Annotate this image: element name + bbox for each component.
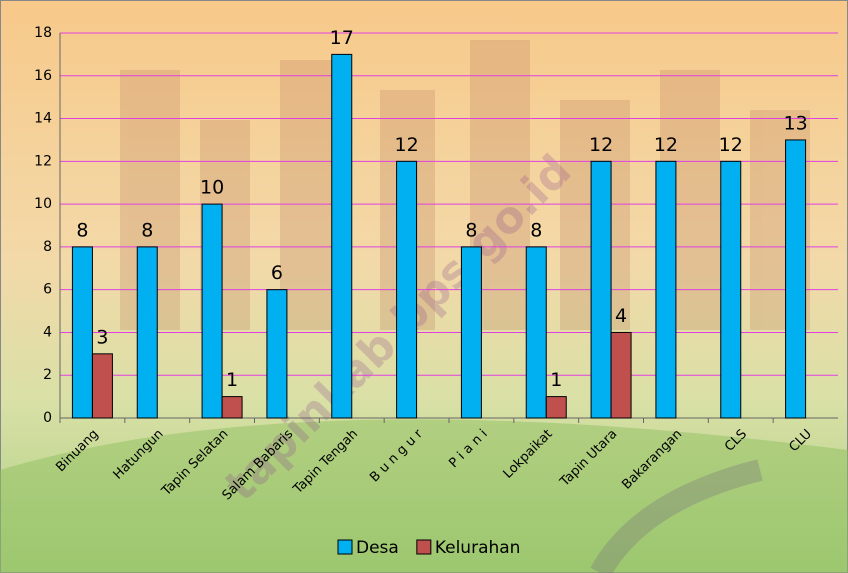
data-label: 4 [615, 305, 627, 327]
y-tick-label: 16 [34, 68, 52, 84]
bar [221, 396, 243, 419]
y-tick-label: 0 [43, 410, 52, 426]
bar [785, 139, 807, 419]
legend-label: Desa [356, 538, 399, 558]
data-label: 12 [394, 134, 418, 156]
data-label: 8 [530, 219, 542, 241]
data-label: 6 [271, 262, 283, 284]
legend-swatch [416, 539, 432, 555]
y-tick-label: 12 [34, 153, 52, 169]
y-tick-label: 14 [34, 111, 52, 127]
legend-swatch [337, 539, 353, 555]
data-label: 8 [141, 219, 153, 241]
y-tick-label: 6 [43, 282, 52, 298]
y-tick-label: 8 [43, 239, 52, 255]
y-tick-label: 18 [34, 25, 52, 41]
data-label: 12 [654, 134, 678, 156]
bar [590, 160, 612, 419]
data-label: 8 [465, 219, 477, 241]
bar [655, 160, 677, 419]
data-label: 12 [589, 134, 613, 156]
bar [136, 246, 158, 419]
data-label: 17 [330, 27, 354, 49]
data-label: 13 [783, 112, 807, 134]
road [590, 459, 763, 573]
bar [266, 289, 288, 419]
y-tick-label: 2 [43, 367, 52, 383]
bar [545, 396, 567, 419]
bar [91, 353, 113, 419]
bar [720, 160, 742, 419]
data-label: 10 [200, 177, 224, 199]
y-tick-label: 10 [34, 196, 52, 212]
bar [525, 246, 547, 419]
data-label: 12 [719, 134, 743, 156]
bar [331, 53, 353, 419]
data-label: 3 [96, 326, 108, 348]
data-label: 8 [76, 219, 88, 241]
bar [201, 203, 223, 419]
bar [71, 246, 93, 419]
data-label: 1 [226, 369, 238, 391]
legend-label: Kelurahan [435, 538, 521, 558]
data-label: 1 [550, 369, 562, 391]
bar [396, 160, 418, 419]
y-tick-label: 4 [43, 324, 52, 340]
bar [460, 246, 482, 419]
hill [0, 419, 848, 573]
bar [610, 331, 632, 419]
